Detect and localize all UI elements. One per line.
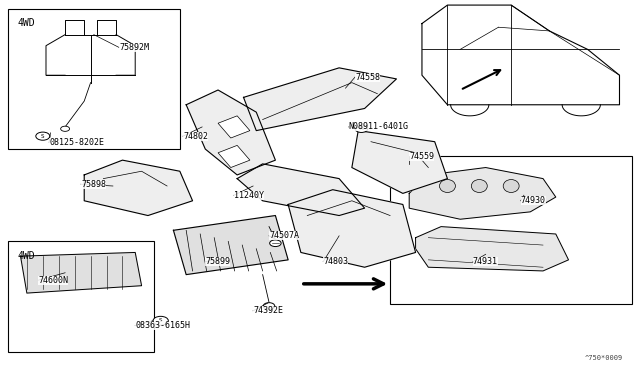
Text: 74600N: 74600N: [38, 276, 68, 285]
Text: N08911-6401G: N08911-6401G: [349, 122, 409, 131]
Text: 74803: 74803: [323, 257, 348, 266]
FancyBboxPatch shape: [390, 157, 632, 304]
Circle shape: [263, 303, 275, 310]
Ellipse shape: [503, 180, 519, 192]
Polygon shape: [218, 145, 250, 167]
Text: ^750*0009: ^750*0009: [584, 355, 623, 361]
Text: 74392E: 74392E: [253, 306, 283, 315]
Text: 74802: 74802: [183, 132, 208, 141]
Text: S: S: [41, 134, 45, 139]
FancyBboxPatch shape: [8, 9, 180, 149]
Text: 08363-6165H: 08363-6165H: [135, 321, 190, 330]
Polygon shape: [409, 167, 556, 219]
Ellipse shape: [440, 180, 456, 192]
Text: 4WD: 4WD: [17, 18, 35, 28]
Text: 74930: 74930: [521, 196, 546, 205]
Polygon shape: [218, 116, 250, 138]
Text: 75898: 75898: [81, 180, 106, 189]
Text: S: S: [159, 318, 163, 323]
Text: N: N: [359, 126, 364, 131]
Text: 08125-8202E: 08125-8202E: [49, 138, 104, 147]
Text: 74559: 74559: [409, 152, 434, 161]
Text: 11240Y: 11240Y: [234, 191, 264, 200]
Text: CD17
CAN: CD17 CAN: [399, 166, 423, 187]
Text: 74931: 74931: [473, 257, 498, 266]
Text: 74507A: 74507A: [269, 231, 299, 240]
Polygon shape: [84, 160, 193, 215]
Polygon shape: [352, 131, 447, 193]
Polygon shape: [244, 68, 396, 131]
Text: 74558: 74558: [355, 73, 380, 81]
Text: 75899: 75899: [205, 257, 230, 266]
Circle shape: [153, 316, 168, 325]
Polygon shape: [288, 190, 415, 267]
Ellipse shape: [471, 180, 487, 192]
Polygon shape: [186, 90, 275, 175]
Circle shape: [355, 125, 368, 132]
Circle shape: [269, 240, 281, 247]
Polygon shape: [237, 164, 365, 215]
Polygon shape: [20, 253, 141, 293]
Circle shape: [61, 126, 70, 131]
Text: 75892M: 75892M: [119, 43, 149, 52]
Polygon shape: [415, 227, 568, 271]
Circle shape: [36, 132, 50, 140]
Text: 4WD: 4WD: [17, 251, 35, 261]
FancyBboxPatch shape: [8, 241, 154, 352]
Polygon shape: [173, 215, 288, 275]
